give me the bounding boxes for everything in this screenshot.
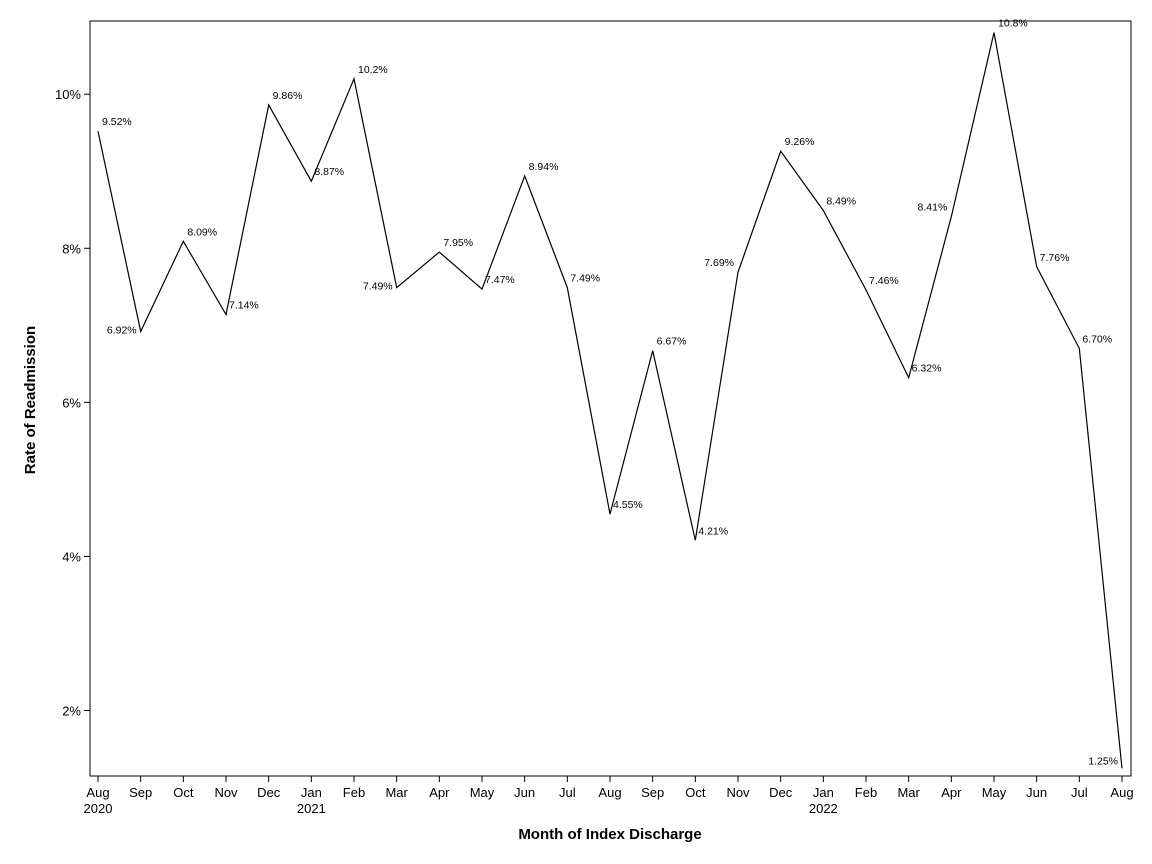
y-axis: 2% 4% 6% 8% 10% — [55, 87, 90, 719]
data-label: 6.92% — [107, 324, 137, 336]
data-label: 8.87% — [314, 166, 344, 178]
y-tick-label: 10% — [55, 87, 81, 102]
x-tick-label: Jun — [1026, 785, 1047, 800]
data-labels: 9.52% 6.92% 8.09% 7.14% 9.86% 8.87% 10.2% 7.49%… — [102, 18, 1118, 768]
x-tick-label: Sep — [641, 785, 664, 800]
data-label: 6.70% — [1082, 333, 1112, 345]
data-label: 8.49% — [826, 196, 856, 208]
x-axis: Aug Sep Oct Nov Dec Jan Feb Mar Apr May Jun Jul Aug S… — [84, 776, 1134, 816]
x-tick-label: Jan — [301, 785, 322, 800]
series-line — [97, 32, 1123, 769]
y-tick-label: 4% — [62, 549, 81, 564]
x-tick-label: Aug — [86, 785, 109, 800]
x-tick-label: Aug — [598, 785, 621, 800]
x-tick-label: Aug — [1110, 785, 1133, 800]
x-tick-label: Nov — [214, 785, 238, 800]
data-label: 8.41% — [918, 202, 948, 214]
data-label: 7.46% — [869, 275, 899, 287]
x-tick-label: Mar — [897, 785, 920, 800]
data-label: 9.26% — [785, 136, 815, 148]
y-axis-title: Rate of Readmission — [22, 326, 39, 474]
data-label: 7.69% — [704, 257, 734, 269]
y-tick-label: 6% — [62, 395, 81, 410]
data-label: 6.67% — [657, 336, 687, 348]
x-tick-label: May — [470, 785, 495, 800]
data-label: 7.76% — [1040, 252, 1070, 264]
x-tick-label: Jun — [514, 785, 535, 800]
x-year-label: 2020 — [84, 801, 113, 816]
data-label: 7.14% — [229, 300, 259, 312]
data-label: 9.86% — [273, 90, 303, 102]
data-label: 6.32% — [912, 363, 942, 375]
x-tick-label: Dec — [769, 785, 793, 800]
x-tick-label: Feb — [855, 785, 877, 800]
x-tick-label: May — [982, 785, 1007, 800]
x-tick-label: Nov — [726, 785, 750, 800]
data-label: 8.94% — [529, 161, 559, 173]
data-label: 8.09% — [187, 226, 217, 238]
x-tick-label: Apr — [941, 785, 962, 800]
data-label: 10.2% — [358, 64, 388, 76]
x-tick-label: Sep — [129, 785, 152, 800]
x-year-label: 2021 — [297, 801, 326, 816]
data-label: 7.95% — [443, 237, 473, 249]
y-tick-label: 8% — [62, 241, 81, 256]
plot-frame — [89, 20, 1132, 777]
x-tick-label: Jul — [559, 785, 576, 800]
data-label: 1.25% — [1088, 755, 1118, 767]
data-label: 4.55% — [613, 499, 643, 511]
x-tick-label: Dec — [257, 785, 281, 800]
x-tick-label: Mar — [385, 785, 408, 800]
x-tick-label: Jan — [813, 785, 834, 800]
x-tick-label: Oct — [173, 785, 194, 800]
x-tick-label: Oct — [685, 785, 706, 800]
data-label: 7.47% — [485, 274, 515, 286]
y-tick-label: 2% — [62, 704, 81, 719]
data-label: 7.49% — [570, 273, 600, 285]
data-label: 7.49% — [363, 281, 393, 293]
x-tick-label: Jul — [1071, 785, 1088, 800]
x-year-label: 2022 — [809, 801, 838, 816]
x-axis-title: Month of Index Discharge — [518, 826, 701, 843]
data-label: 9.52% — [102, 116, 132, 128]
x-tick-label: Feb — [343, 785, 365, 800]
data-label: 4.21% — [698, 525, 728, 537]
x-tick-label: Apr — [429, 785, 450, 800]
data-label: 10.8% — [998, 18, 1028, 30]
